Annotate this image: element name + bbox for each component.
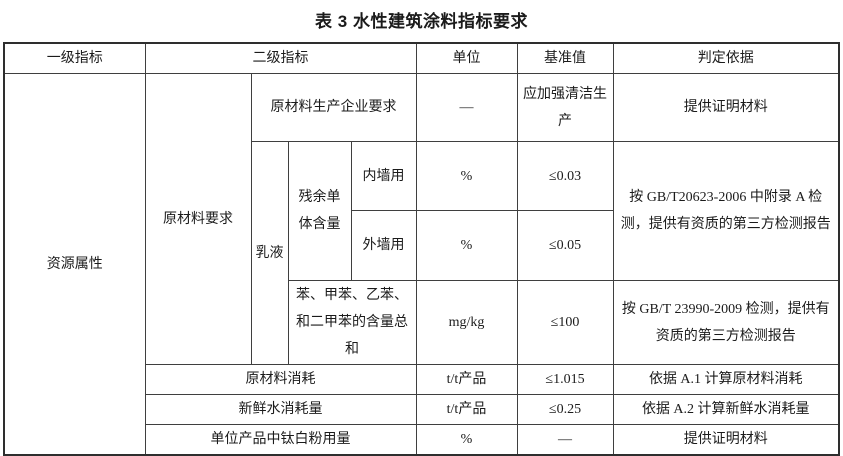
cell-residual-monomer-basis: 按 GB/T20623-2006 中附录 A 检测，提供有资质的第三方检测报告 <box>612 141 840 281</box>
cell-interior-wall-unit: % <box>415 141 518 211</box>
header-unit: 单位 <box>415 42 518 74</box>
cell-benzene-sum-basis: 按 GB/T 23990-2009 检测，提供有资质的第三方检测报告 <box>612 280 840 365</box>
header-basis: 判定依据 <box>612 42 840 74</box>
table-title: 表 3 水性建筑涂料指标要求 <box>315 12 528 31</box>
cell-fresh-water-consumption-baseline: ≤0.25 <box>516 394 614 425</box>
row-raw-material-consumption: 原材料消耗 t/t产品 ≤1.015 依据 A.1 计算原材料消耗 <box>4 364 840 395</box>
cell-interior-wall-label: 内墙用 <box>350 141 417 211</box>
cell-resource-attribute: 资源属性 <box>3 73 146 456</box>
cell-benzene-sum-unit: mg/kg <box>415 280 518 365</box>
cell-residual-monomer-content: 残余单体含量 <box>287 141 352 281</box>
cell-exterior-wall-unit: % <box>415 210 518 281</box>
cell-titanium-dioxide-usage-unit: % <box>415 424 518 456</box>
cell-fresh-water-consumption-basis: 依据 A.2 计算新鲜水消耗量 <box>612 394 840 425</box>
cell-exterior-wall-label: 外墙用 <box>350 210 417 281</box>
cell-producer-requirement-baseline: 应加强清洁生产 <box>516 73 614 142</box>
row-benzene-sum: 苯、甲苯、乙苯、和二甲苯的含量总和 mg/kg ≤100 按 GB/T 2399… <box>4 280 840 365</box>
cell-raw-material-consumption-basis: 依据 A.1 计算原材料消耗 <box>612 364 840 395</box>
cell-emulsion: 乳液 <box>250 141 289 365</box>
cell-titanium-dioxide-usage-baseline: — <box>516 424 614 456</box>
cell-raw-material-requirement: 原材料要求 <box>144 73 252 365</box>
header-level1: 一级指标 <box>3 42 146 74</box>
cell-producer-requirement-unit: — <box>415 73 518 142</box>
cell-titanium-dioxide-usage-label: 单位产品中钛白粉用量 <box>144 424 417 456</box>
header-level2: 二级指标 <box>144 42 417 74</box>
cell-benzene-sum-label: 苯、甲苯、乙苯、和二甲苯的含量总和 <box>287 280 417 365</box>
spec-table: 一级指标 二级指标 单位 基准值 判定依据 资源属性 原材料要求 原材料生产企业… <box>3 42 840 456</box>
cell-raw-material-consumption-label: 原材料消耗 <box>144 364 417 395</box>
cell-fresh-water-consumption-unit: t/t产品 <box>415 394 518 425</box>
cell-titanium-dioxide-usage-basis: 提供证明材料 <box>612 424 840 456</box>
cell-fresh-water-consumption-label: 新鲜水消耗量 <box>144 394 417 425</box>
row-interior-wall: 乳液 残余单体含量 内墙用 % ≤0.03 按 GB/T20623-2006 中… <box>4 141 840 365</box>
cell-interior-wall-baseline: ≤0.03 <box>516 141 614 211</box>
row-fresh-water-consumption: 新鲜水消耗量 t/t产品 ≤0.25 依据 A.2 计算新鲜水消耗量 <box>4 394 840 425</box>
cell-producer-requirement-basis: 提供证明材料 <box>612 73 840 142</box>
cell-producer-requirement-label: 原材料生产企业要求 <box>250 73 417 142</box>
header-baseline: 基准值 <box>516 42 614 74</box>
cell-exterior-wall-baseline: ≤0.05 <box>516 210 614 281</box>
cell-raw-material-consumption-unit: t/t产品 <box>415 364 518 395</box>
cell-benzene-sum-baseline: ≤100 <box>516 280 614 365</box>
cell-raw-material-consumption-baseline: ≤1.015 <box>516 364 614 395</box>
row-producer-requirement: 资源属性 原材料要求 原材料生产企业要求 — 应加强清洁生产 提供证明材料 <box>3 73 840 456</box>
header-row: 一级指标 二级指标 单位 基准值 判定依据 <box>3 42 840 74</box>
